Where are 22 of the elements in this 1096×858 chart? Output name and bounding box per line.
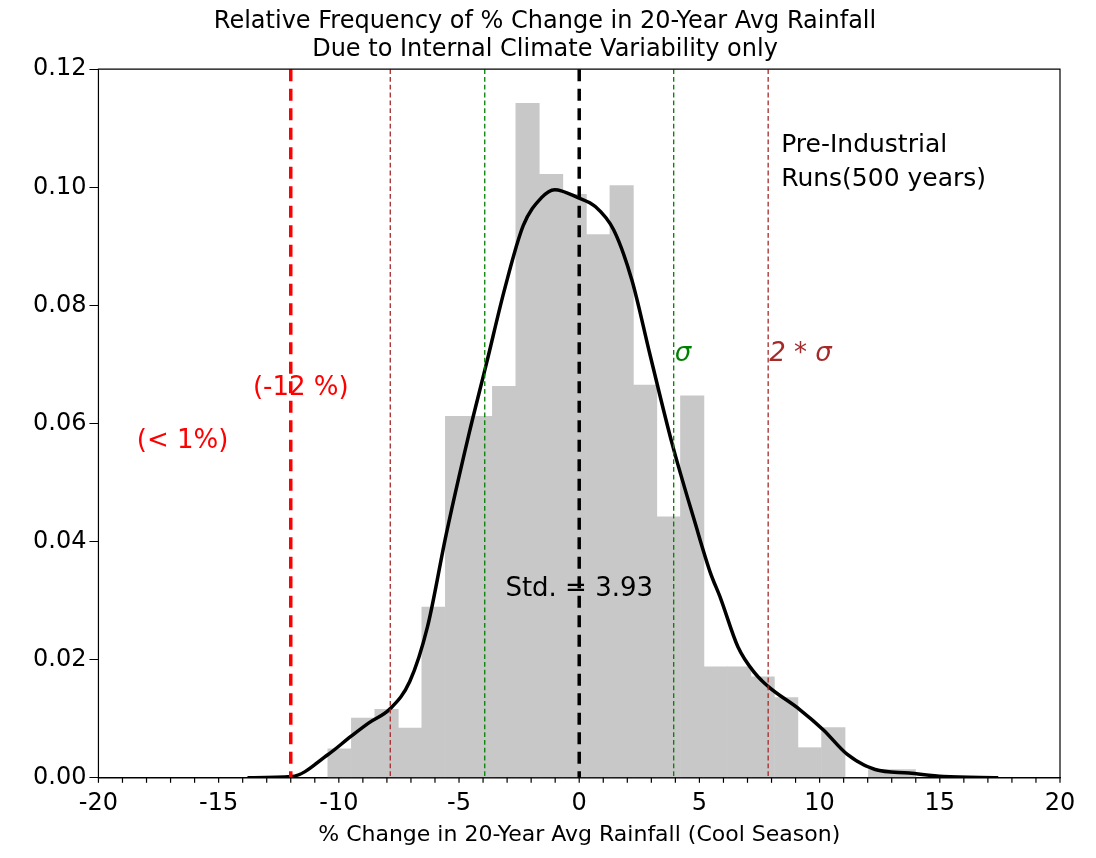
y-tick-label: 0.02: [33, 643, 87, 672]
y-tick-label: 0.04: [33, 525, 87, 554]
y-tick-label: 0.06: [33, 407, 87, 436]
x-tick-label: -10: [319, 788, 359, 817]
y-tick-label: 0.00: [33, 762, 87, 791]
annotation: Pre-Industrial Runs(500 years): [781, 128, 987, 192]
ref-line-label: σ: [674, 336, 693, 367]
x-tick-label: 15: [924, 788, 956, 817]
x-tick-label: -15: [199, 788, 239, 817]
x-tick-label: -20: [78, 788, 119, 817]
y-tick-label: 0.10: [33, 171, 87, 200]
y-tick-label: 0.12: [33, 53, 87, 82]
ref-line-label: 2 * σ: [769, 336, 834, 367]
x-tick-label: 20: [1044, 788, 1076, 817]
x-tick-label: -5: [447, 788, 471, 817]
y-tick-label: 0.08: [33, 289, 87, 318]
x-tick-label: 5: [691, 788, 708, 817]
annotation: (< 1%): [136, 423, 229, 454]
x-axis-title: % Change in 20-Year Avg Rainfall (Cool Season): [318, 820, 841, 846]
x-tick-label: 0: [571, 788, 587, 817]
x-tick-label: 10: [804, 788, 835, 817]
chart-title: Relative Frequency of % Change in 20-Year Avg Rainfall Due to Internal Climate Variability only: [213, 6, 877, 62]
